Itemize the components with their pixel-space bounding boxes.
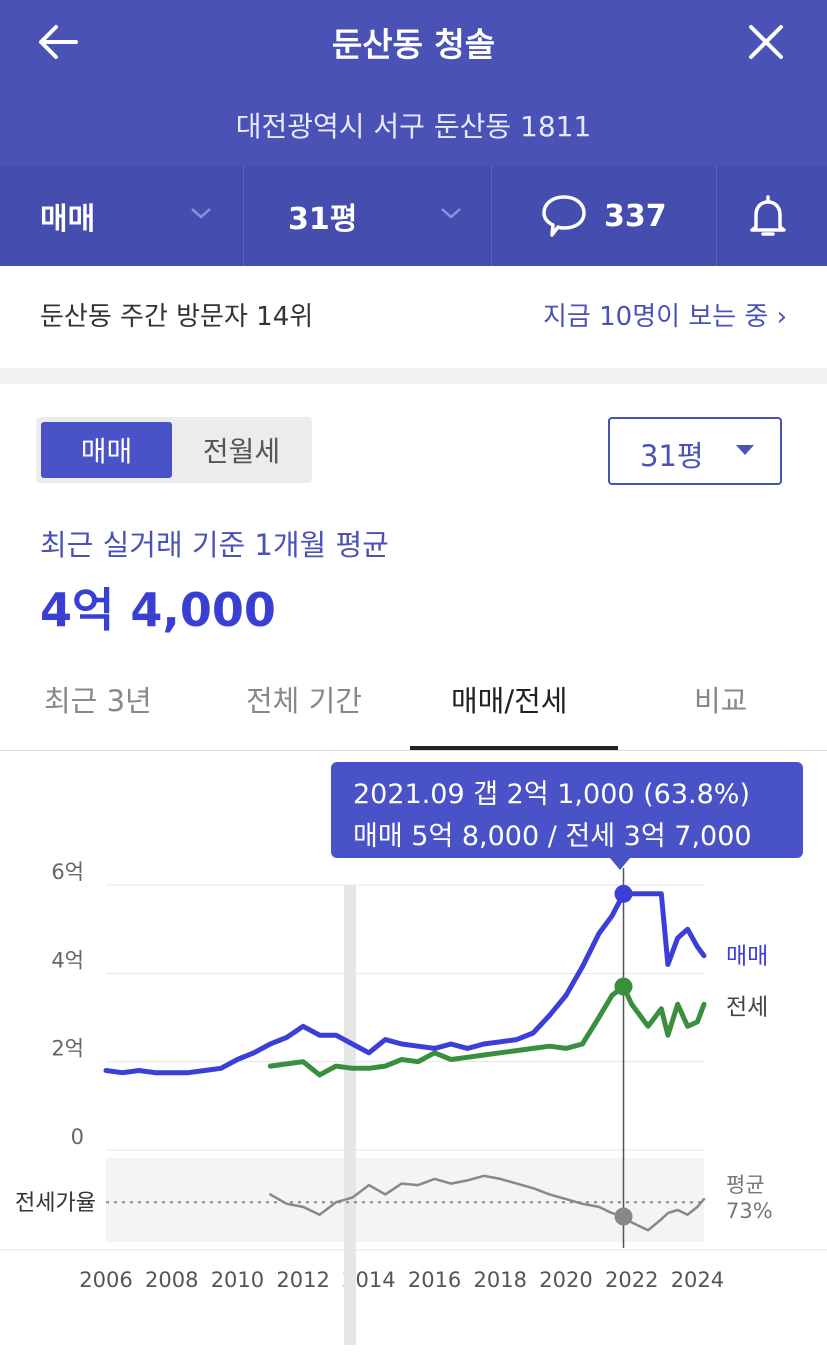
- comments-button[interactable]: 337: [540, 166, 667, 266]
- tab-compare[interactable]: 비교: [694, 684, 748, 718]
- notification-button[interactable]: [746, 166, 790, 266]
- visitor-bar: 둔산동 주간 방문자 14위 지금 10명이 보는 중 ›: [0, 266, 827, 369]
- close-button[interactable]: [744, 20, 788, 64]
- caret-down-icon: [736, 445, 754, 455]
- x-tick-label: 2020: [539, 1268, 592, 1292]
- y-tick-label: 0: [71, 1125, 84, 1149]
- ratio-band-bg: [106, 1158, 704, 1242]
- tooltip-price-line: 매매 5억 8,000 / 전세 3억 7,000: [353, 821, 752, 852]
- active-tab-indicator: [410, 746, 618, 750]
- size-select[interactable]: 31평: [608, 417, 782, 485]
- size-dropdown[interactable]: 31평: [288, 166, 357, 266]
- tooltip-arrow: [610, 858, 630, 870]
- segment-rent[interactable]: 전월세: [202, 435, 281, 468]
- ratio-axis-label: 전세가율: [15, 1191, 96, 1216]
- range-handle: [344, 885, 356, 1345]
- x-tick-label: 2012: [276, 1268, 329, 1292]
- sale-series-line: [103, 891, 707, 1076]
- divider: [716, 166, 717, 266]
- x-tick-label: 2010: [211, 1268, 264, 1292]
- size-select-value: 31평: [640, 439, 704, 473]
- x-tick-label: 2022: [605, 1268, 658, 1292]
- section-divider: [0, 368, 827, 384]
- visitor-rank: 둔산동 주간 방문자 14위: [40, 302, 314, 332]
- ratio-highlight-dot: [614, 1207, 633, 1226]
- close-icon: [749, 25, 783, 59]
- tab-recent-3y[interactable]: 최근 3년: [44, 684, 152, 718]
- trade-segment-control: 매매 전월세: [36, 417, 312, 483]
- y-tick-label: 2억: [51, 1037, 84, 1061]
- average-label: 최근 실거래 기준 1개월 평균: [40, 528, 389, 562]
- chart-tooltip: 2021.09 갭 2억 1,000 (63.8%) 매매 5억 8,000 /…: [331, 762, 803, 858]
- y-tick-label: 6억: [51, 860, 84, 884]
- arrow-left-icon: [39, 25, 78, 59]
- x-tick-label: 2008: [145, 1268, 198, 1292]
- sale-highlight-dot: [614, 884, 633, 903]
- size-label: 31평: [288, 202, 358, 237]
- x-tick-label: 2016: [408, 1268, 461, 1292]
- trade-type-dropdown[interactable]: 매매: [40, 166, 95, 266]
- tooltip-gap-line: 2021.09 갭 2억 1,000 (63.8%): [353, 779, 750, 810]
- x-tick-label: 2006: [79, 1268, 132, 1292]
- filter-bar: 매매 31평 337: [0, 166, 827, 266]
- trade-type-label: 매매: [40, 202, 96, 237]
- app-header: 둔산동 청솔 대전광역시 서구 둔산동 1811: [0, 0, 827, 166]
- page-title: 둔산동 청솔: [331, 25, 496, 64]
- chevron-down-icon: [441, 208, 461, 219]
- ratio-average-label: 73%: [726, 1199, 773, 1223]
- divider: [243, 166, 244, 266]
- live-viewers-link[interactable]: 지금 10명이 보는 중 ›: [543, 302, 787, 332]
- x-tick-label: 2018: [474, 1268, 527, 1292]
- x-tick-label: 2024: [671, 1268, 724, 1292]
- y-tick-label: 4억: [51, 948, 84, 972]
- jeonse-series-line: [267, 984, 707, 1078]
- chevron-down-icon: [191, 208, 211, 219]
- jeonse-series-label: 전세: [726, 994, 768, 1020]
- tab-all-period[interactable]: 전체 기간: [246, 684, 362, 718]
- comment-count: 337: [604, 198, 667, 234]
- chart-tabs: 최근 3년 전체 기간 매매/전세 비교: [0, 660, 827, 751]
- ratio-series-line: [269, 1174, 706, 1232]
- back-button[interactable]: [36, 22, 80, 62]
- address-text: 대전광역시 서구 둔산동 1811: [235, 110, 592, 143]
- bell-icon: [750, 195, 786, 236]
- segment-sale[interactable]: 매매: [41, 422, 172, 478]
- speech-bubble-icon: [542, 195, 586, 237]
- divider: [491, 166, 492, 266]
- ratio-average-label: 평균: [726, 1173, 765, 1197]
- sale-series-label: 매매: [726, 944, 768, 970]
- tab-sale-jeonse[interactable]: 매매/전세: [451, 684, 568, 718]
- average-price: 4억 4,000: [40, 583, 276, 637]
- jeonse-highlight-dot: [614, 977, 633, 996]
